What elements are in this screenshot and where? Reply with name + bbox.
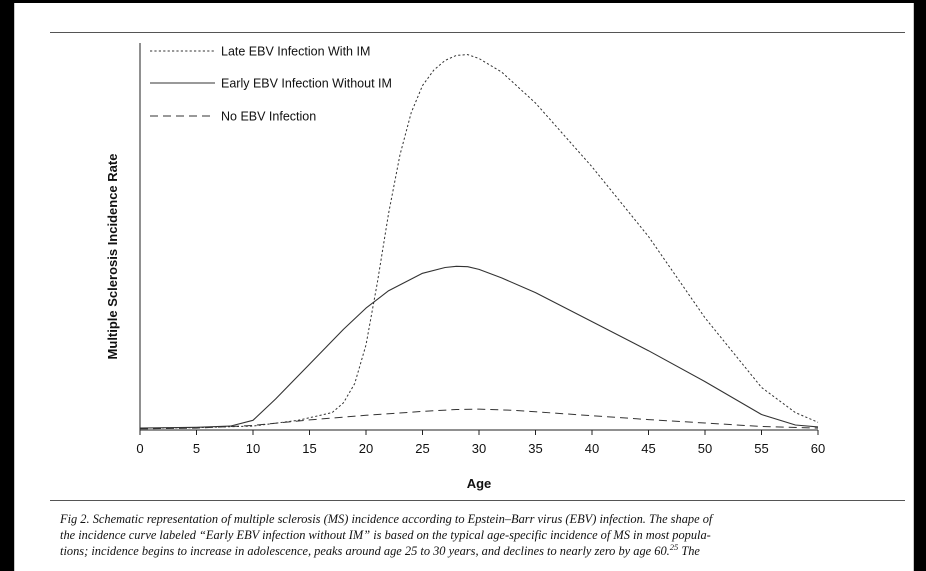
legend: Late EBV Infection With IM Early EBV Infe… [150, 45, 392, 124]
x-tick-label: 5 [193, 441, 200, 456]
x-tick-label: 45 [641, 441, 655, 456]
figure-page: 0 5 10 15 20 25 30 35 40 45 50 55 60 Late EBV Infect… [14, 3, 914, 571]
citation-superscript: 25 [669, 541, 679, 552]
caption-line-3-tail: The [678, 544, 700, 558]
bottom-rule [50, 500, 905, 501]
x-tick-label: 35 [528, 441, 542, 456]
legend-label-3: No EBV Infection [221, 110, 316, 124]
x-tick-label: 60 [811, 441, 825, 456]
chart-axes [139, 43, 818, 431]
x-tick-label: 50 [698, 441, 712, 456]
series-line-2 [139, 265, 819, 429]
x-tick-label: 20 [359, 441, 373, 456]
x-tick-label: 30 [472, 441, 486, 456]
series-line-3 [139, 408, 819, 430]
series-line-1 [139, 54, 819, 429]
x-tick-label: 55 [754, 441, 768, 456]
series-layer [139, 54, 819, 430]
legend-label-2: Early EBV Infection Without IM [221, 77, 392, 91]
caption-line-1: Fig 2. Schematic representation of multi… [60, 512, 713, 526]
x-tick-label: 10 [246, 441, 260, 456]
figure-caption: Fig 2. Schematic representation of multi… [60, 511, 905, 559]
caption-line-3: tions; incidence begins to increase in a… [60, 543, 905, 559]
x-ticks: 0 5 10 15 20 25 30 35 40 45 50 55 60 [136, 430, 825, 456]
legend-label-1: Late EBV Infection With IM [221, 45, 370, 59]
y-axis-label: Multiple Sclerosis Incidence Rate [105, 154, 120, 360]
top-rule [50, 32, 905, 33]
caption-line-2: the incidence curve labeled “Early EBV i… [60, 528, 711, 542]
x-axis-label: Age [467, 476, 492, 491]
caption-line-3-text: tions; incidence begins to increase in a… [60, 544, 670, 558]
chart: 0 5 10 15 20 25 30 35 40 45 50 55 60 Late EBV Infect… [105, 43, 825, 491]
x-tick-label: 15 [302, 441, 316, 456]
x-tick-label: 0 [136, 441, 143, 456]
x-tick-label: 25 [415, 441, 429, 456]
x-tick-label: 40 [585, 441, 599, 456]
